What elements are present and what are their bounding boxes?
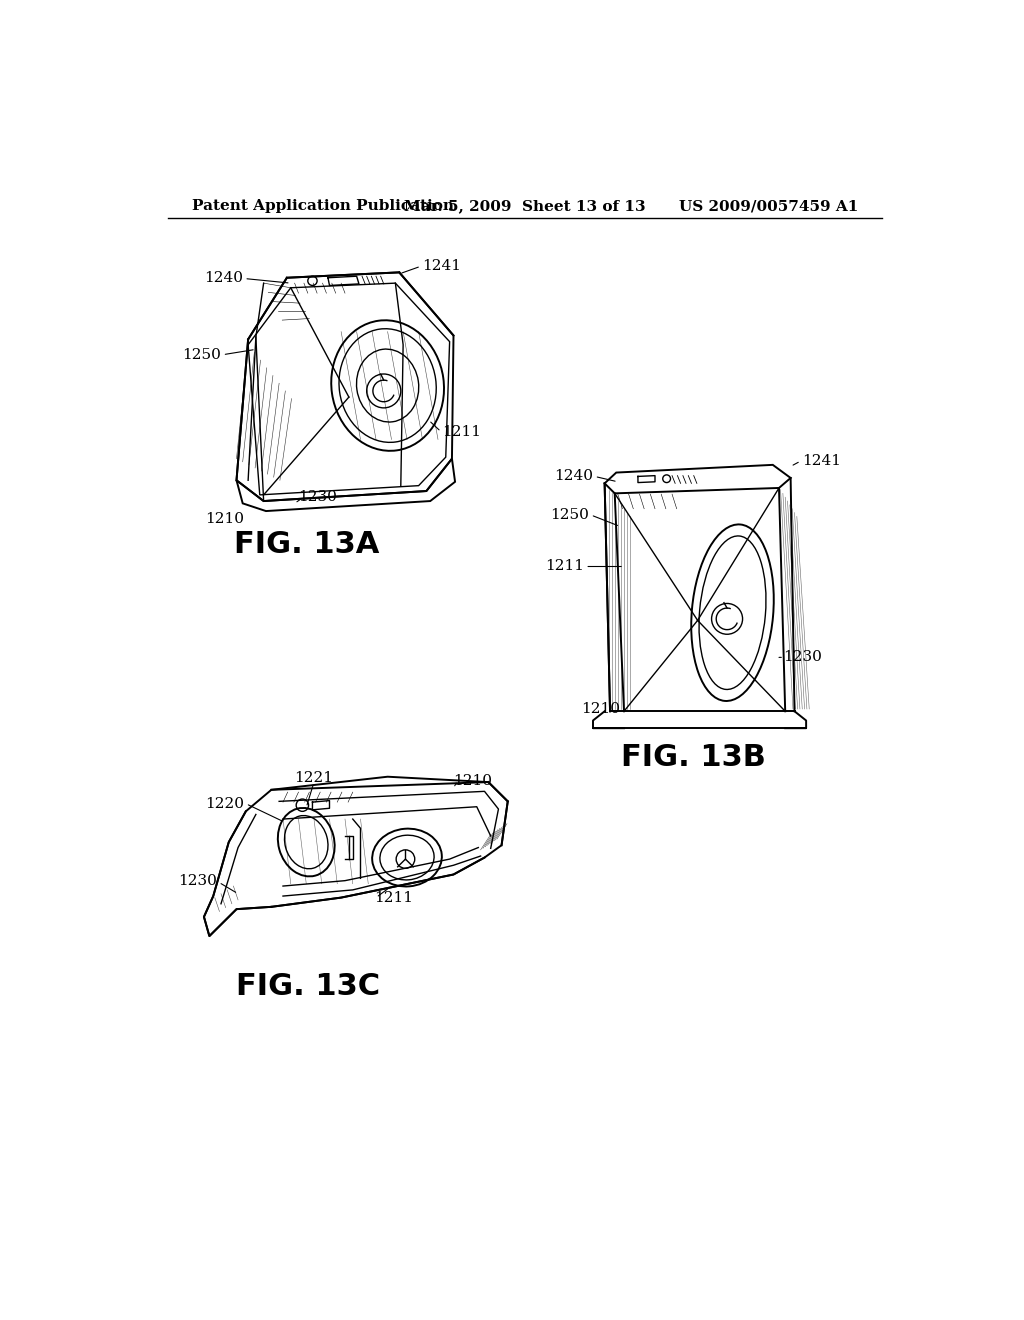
Text: 1211: 1211 — [375, 891, 414, 904]
Text: 1221: 1221 — [295, 771, 334, 785]
Text: FIG. 13C: FIG. 13C — [236, 972, 380, 1001]
Text: 1230: 1230 — [299, 490, 337, 504]
Text: FIG. 13B: FIG. 13B — [622, 743, 766, 772]
Text: 1241: 1241 — [802, 454, 842, 469]
Text: 1241: 1241 — [423, 259, 462, 273]
Text: 1250: 1250 — [550, 508, 589, 521]
Text: 1220: 1220 — [205, 797, 245, 810]
Text: 1211: 1211 — [545, 560, 584, 573]
Text: 1211: 1211 — [442, 425, 481, 438]
Text: 1210: 1210 — [206, 512, 245, 525]
Text: 1230: 1230 — [783, 651, 821, 664]
Text: 1210: 1210 — [582, 702, 621, 715]
Text: 1240: 1240 — [554, 470, 593, 483]
Text: 1250: 1250 — [182, 347, 221, 362]
Text: US 2009/0057459 A1: US 2009/0057459 A1 — [679, 199, 858, 213]
Text: 1210: 1210 — [454, 774, 493, 788]
Text: 1240: 1240 — [204, 271, 243, 285]
Text: Patent Application Publication: Patent Application Publication — [191, 199, 454, 213]
Text: Mar. 5, 2009  Sheet 13 of 13: Mar. 5, 2009 Sheet 13 of 13 — [404, 199, 645, 213]
Text: FIG. 13A: FIG. 13A — [233, 531, 379, 560]
Text: 1230: 1230 — [178, 874, 217, 887]
